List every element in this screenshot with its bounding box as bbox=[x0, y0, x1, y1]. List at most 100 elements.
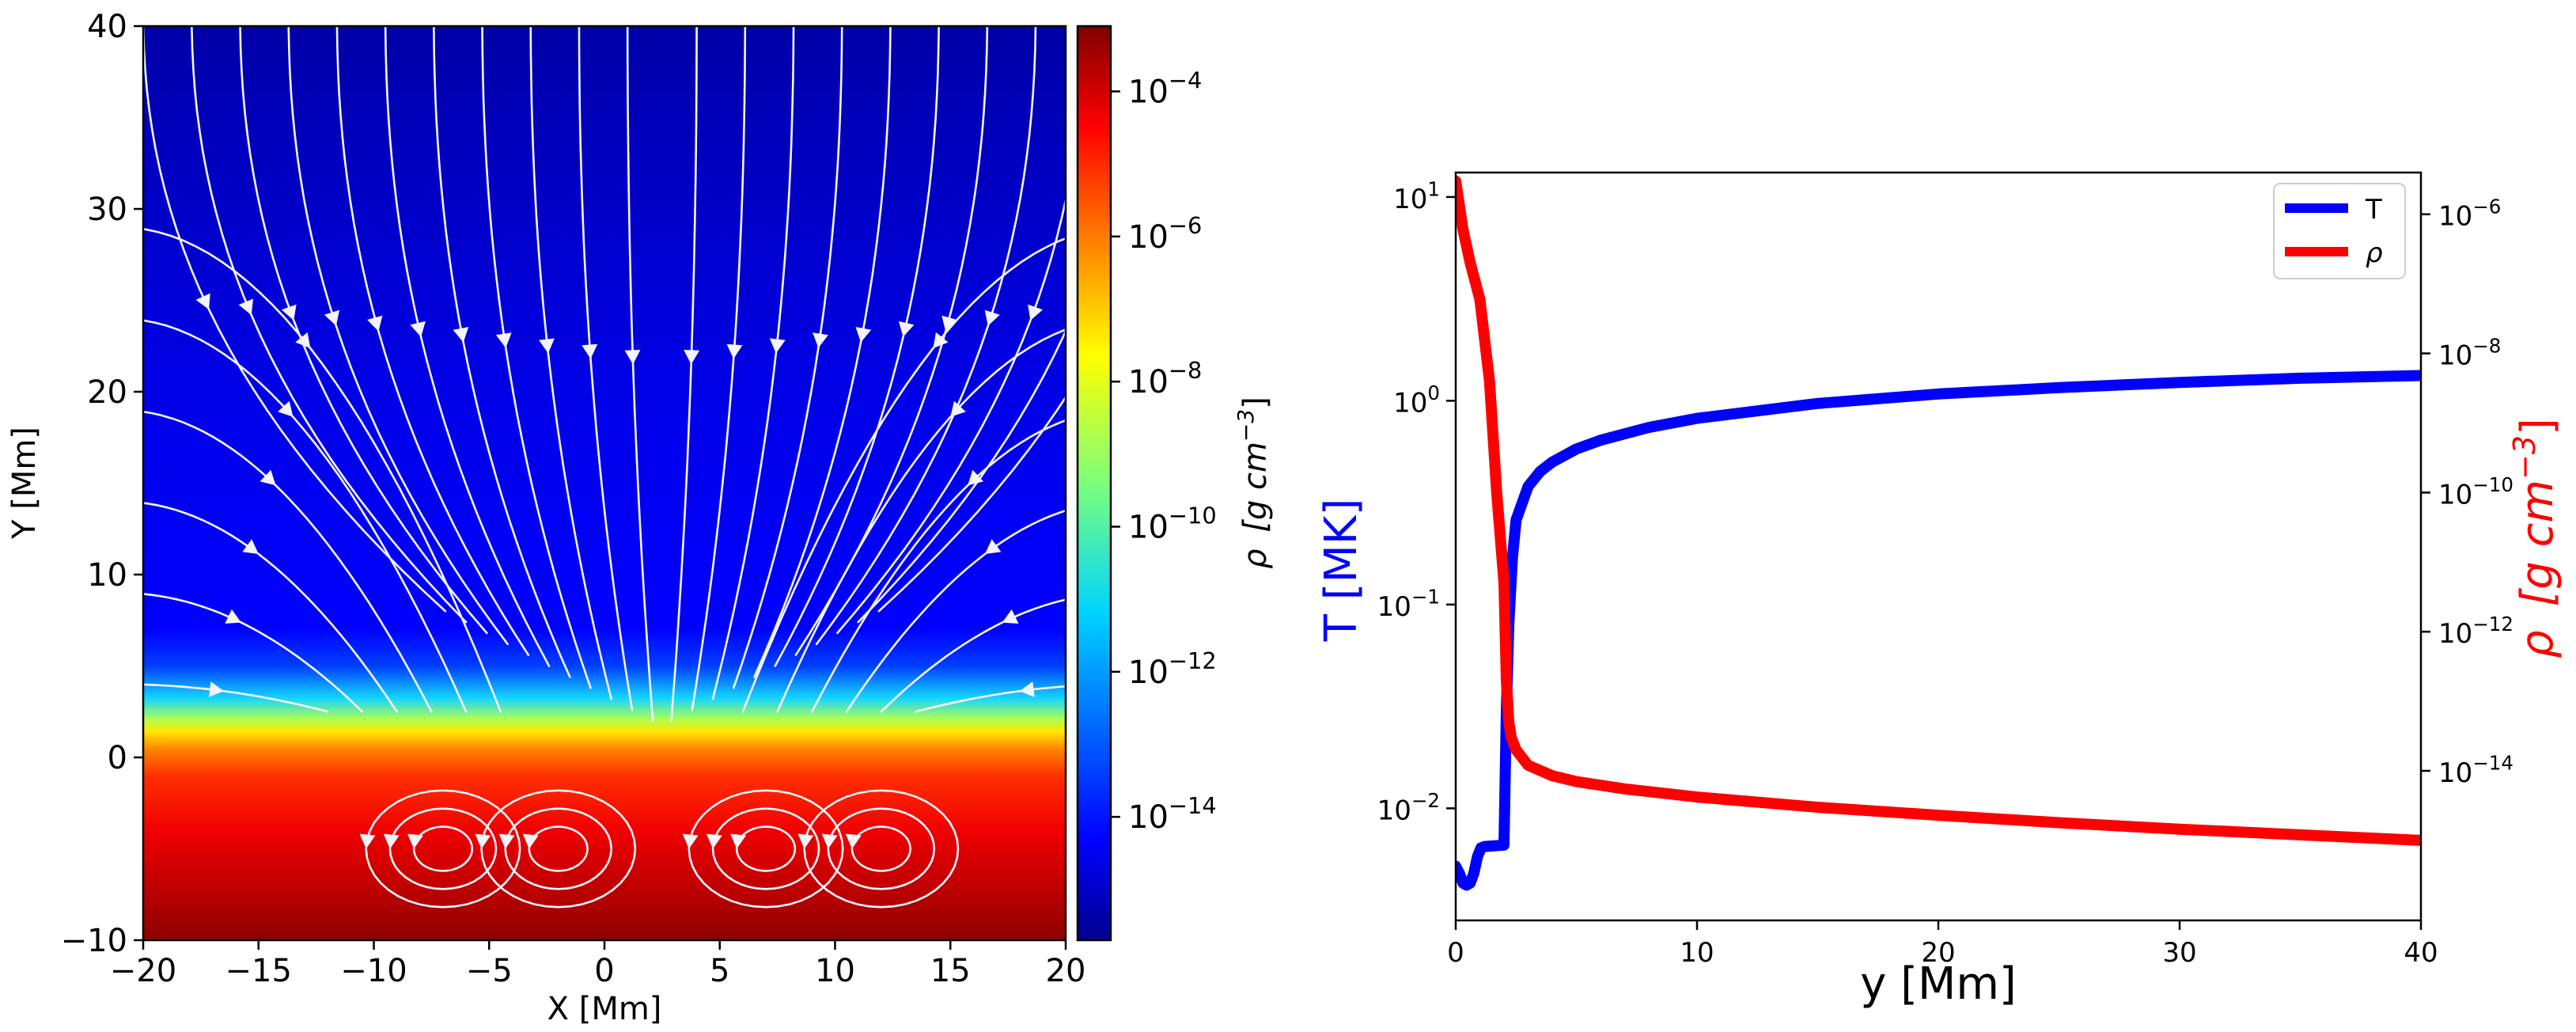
colorbar-tick-label: 10−10 bbox=[1128, 503, 1217, 546]
right-x-tick-label: 40 bbox=[2404, 937, 2438, 969]
streamline-arrow bbox=[985, 539, 1002, 554]
streamline-arrow bbox=[1002, 609, 1019, 624]
density-field bbox=[143, 26, 1066, 940]
right-axis-ticks: 0 10 20 30 40 101 100 10−1 10−2 10−6 10−8 10−10 10−1… bbox=[1377, 178, 2513, 969]
streamline-arrow bbox=[1019, 681, 1035, 697]
right-panel: 0 10 20 30 40 101 100 10−1 10−2 10−6 10−8 10−10 10−1… bbox=[1316, 171, 2563, 1010]
right-x-tick-label: 30 bbox=[2162, 937, 2196, 969]
field-streamlines bbox=[143, 26, 1128, 909]
left-plot-frame bbox=[142, 25, 1067, 942]
left-panel: −20 −15 −10 −5 0 5 10 15 20 −10 0 10 20 30 40 X [Mm] Y… bbox=[6, 9, 1274, 1027]
series-rho-line bbox=[1456, 175, 2421, 846]
streamline-arrow bbox=[278, 400, 294, 417]
left-x-axis-label: X [Mm] bbox=[547, 991, 662, 1027]
streamline-arrow bbox=[984, 309, 1000, 326]
streamline-arrow bbox=[539, 338, 555, 354]
streamline-arrow bbox=[968, 469, 984, 486]
left-x-tick-label: −15 bbox=[225, 953, 292, 989]
streamline-arrow bbox=[195, 293, 210, 310]
left-x-tick-label: −10 bbox=[340, 953, 407, 989]
streamline-arrow bbox=[259, 469, 276, 486]
streamline-arrow bbox=[797, 833, 814, 849]
streamline-arrow bbox=[684, 350, 700, 365]
right-right-y-axis-label: ρ [g cm−3] bbox=[2507, 418, 2563, 658]
left-y-axis-label: Y [Mm] bbox=[6, 427, 43, 540]
streamline-arrow bbox=[410, 321, 426, 337]
rho-axis-label-symbol: ρ bbox=[2512, 630, 2563, 658]
streamline bbox=[877, 395, 1066, 613]
left-axis-ticks: −20 −15 −10 −5 0 5 10 15 20 −10 0 10 20 30 40 bbox=[61, 9, 1086, 989]
streamline-arrow bbox=[624, 350, 641, 365]
right-x-tick-label: 10 bbox=[1680, 937, 1714, 969]
streamline-arrow bbox=[407, 833, 423, 849]
right-plot-frame bbox=[1454, 171, 2423, 922]
colorbar-label-symbol: ρ bbox=[1237, 548, 1274, 568]
left-y-tick-label: 10 bbox=[87, 557, 127, 594]
left-x-tick-label: −5 bbox=[466, 953, 513, 989]
streamline-arrow bbox=[453, 327, 469, 343]
streamline-arrow bbox=[581, 343, 598, 359]
left-x-tick-label: −20 bbox=[110, 953, 176, 989]
rho-axis-label-unit: [g cm bbox=[2512, 480, 2563, 607]
streamline-arrow bbox=[475, 833, 491, 849]
right-left-y-tick-label: 10−1 bbox=[1377, 586, 1440, 623]
streamline-arrow bbox=[855, 327, 872, 343]
streamline-arrow bbox=[498, 833, 515, 849]
colorbar-label-close: ] bbox=[1237, 396, 1274, 409]
streamline-arrow bbox=[359, 833, 376, 849]
legend-rho-label: ρ bbox=[2366, 237, 2383, 269]
streamline-arrow bbox=[367, 315, 383, 332]
streamline-arrow bbox=[1114, 294, 1128, 310]
right-right-y-tick-label: 10−8 bbox=[2438, 334, 2501, 371]
streamline bbox=[857, 328, 1066, 624]
colorbar-label: ρ [g cm−3] bbox=[1233, 396, 1274, 569]
right-left-y-axis-label: T [MK] bbox=[1316, 499, 1367, 643]
streamline-arrow bbox=[726, 343, 743, 359]
streamline-arrow bbox=[933, 332, 949, 349]
series-T-line bbox=[1456, 370, 2421, 891]
left-x-tick-label: 5 bbox=[710, 953, 729, 989]
left-x-tick-label: 15 bbox=[930, 953, 971, 989]
streamline-arrow bbox=[324, 309, 339, 326]
left-y-tick-label: −10 bbox=[61, 923, 127, 959]
streamline-arrow bbox=[950, 400, 966, 417]
left-y-tick-label: 30 bbox=[87, 192, 127, 228]
right-left-y-tick-label: 101 bbox=[1393, 178, 1440, 215]
colorbar-ticks: 10−4 10−6 10−8 10−10 10−12 10−14 bbox=[1111, 67, 1217, 836]
right-left-y-tick-label: 10−2 bbox=[1377, 789, 1440, 826]
streamline-arrow bbox=[281, 304, 297, 321]
legend-T-label: T bbox=[2365, 194, 2382, 226]
right-left-y-tick-label: 100 bbox=[1393, 381, 1440, 419]
left-y-tick-label: 0 bbox=[108, 740, 127, 776]
streamline-arrow bbox=[225, 609, 241, 624]
streamline-arrow bbox=[1028, 304, 1043, 321]
streamline-arrow bbox=[898, 321, 915, 337]
right-x-tick-label: 0 bbox=[1447, 937, 1464, 969]
colorbar-tick-label: 10−8 bbox=[1128, 357, 1202, 400]
colorbar-tick-label: 10−4 bbox=[1128, 67, 1202, 111]
streamline-arrow bbox=[706, 833, 722, 849]
left-y-tick-label: 40 bbox=[87, 9, 127, 45]
left-x-tick-label: 0 bbox=[594, 953, 614, 989]
colorbar-tick-label: 10−12 bbox=[1128, 647, 1217, 691]
colorbar bbox=[1076, 25, 1112, 942]
colorbar-label-unit: [g cm bbox=[1237, 442, 1274, 533]
right-right-y-tick-label: 10−12 bbox=[2438, 613, 2513, 650]
streamline-arrow bbox=[208, 681, 224, 697]
streamline-arrow bbox=[845, 833, 862, 849]
profile-series bbox=[1456, 175, 2421, 891]
left-x-tick-label: 20 bbox=[1046, 953, 1086, 989]
right-right-y-tick-label: 10−10 bbox=[2438, 473, 2513, 510]
streamline-arrow bbox=[730, 833, 746, 849]
right-x-tick-label: 20 bbox=[1921, 937, 1955, 969]
streamline-arrow bbox=[238, 298, 254, 315]
streamline-arrow bbox=[769, 338, 786, 354]
colorbar-tick-label: 10−14 bbox=[1128, 792, 1217, 836]
right-right-y-tick-label: 10−14 bbox=[2438, 752, 2513, 789]
streamline-arrow bbox=[941, 315, 957, 332]
right-right-y-tick-label: 10−6 bbox=[2438, 195, 2501, 232]
legend: T ρ bbox=[2273, 183, 2406, 279]
streamline-arrow bbox=[522, 833, 539, 849]
streamline-arrow bbox=[813, 332, 828, 348]
